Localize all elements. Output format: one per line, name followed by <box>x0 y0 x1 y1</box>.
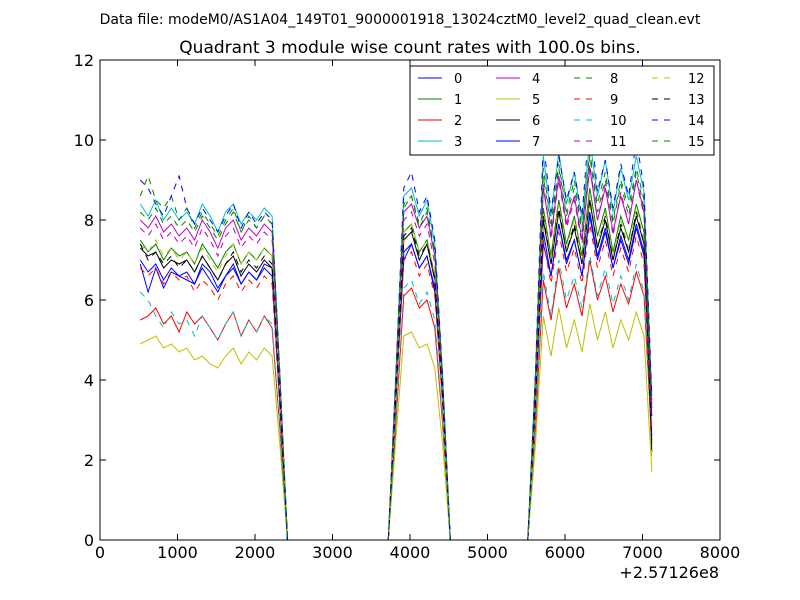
tick-layer: 0 1000 2000 3000 4000 5000 6000 7000 80000246810… <box>74 51 741 562</box>
legend-frame <box>409 65 715 156</box>
x-tick-label: 7000 <box>622 543 663 562</box>
legend-label-12: 12 <box>688 72 705 87</box>
x-offset-label: +2.57126e8 <box>619 563 719 582</box>
series-line-5 <box>140 303 653 541</box>
series-line-13 <box>139 199 653 541</box>
legend-label-0: 0 <box>454 72 462 87</box>
y-tick-label: 10 <box>74 131 94 150</box>
legend-label-7: 7 <box>532 135 540 150</box>
series-line-12 <box>139 195 653 541</box>
series-line-15 <box>139 155 653 541</box>
y-tick-label: 4 <box>84 371 94 390</box>
series-line-11 <box>139 163 653 541</box>
legend-label-6: 6 <box>532 114 540 129</box>
y-tick-label: 12 <box>74 51 94 70</box>
legend-label-2: 2 <box>454 114 462 129</box>
legend-label-9: 9 <box>610 93 618 108</box>
figure-suptitle: Data file: modeM0/AS1A04_149T01_90000019… <box>100 12 701 28</box>
legend-label-4: 4 <box>532 72 540 87</box>
x-tick-label: 2000 <box>235 543 276 562</box>
series-layer <box>139 115 653 541</box>
legend-label-13: 13 <box>688 93 705 108</box>
x-tick-label: 0 <box>95 543 105 562</box>
x-tick-label: 3000 <box>312 543 353 562</box>
x-tick-label: 5000 <box>467 543 508 562</box>
y-tick-label: 0 <box>84 531 94 550</box>
series-line-7 <box>139 215 653 541</box>
legend-label-1: 1 <box>454 93 462 108</box>
series-line-14 <box>139 115 653 541</box>
series-line-10 <box>139 255 653 541</box>
x-tick-label: 1000 <box>157 543 198 562</box>
y-tick-label: 2 <box>84 451 94 470</box>
chart-title: Quadrant 3 module wise count rates with … <box>179 38 640 58</box>
x-tick-label: 6000 <box>545 543 586 562</box>
legend-label-3: 3 <box>454 135 462 150</box>
legend-label-15: 15 <box>688 135 705 150</box>
series-line-9 <box>139 223 653 541</box>
y-tick-label: 6 <box>84 291 94 310</box>
y-tick-label: 8 <box>84 211 94 230</box>
legend-label-14: 14 <box>688 114 705 129</box>
legend-label-8: 8 <box>610 72 618 87</box>
legend-label-11: 11 <box>610 135 627 150</box>
x-tick-label: 4000 <box>390 543 431 562</box>
x-tick-label: 8000 <box>700 543 741 562</box>
legend-label-5: 5 <box>532 93 540 108</box>
legend-label-10: 10 <box>610 114 627 129</box>
